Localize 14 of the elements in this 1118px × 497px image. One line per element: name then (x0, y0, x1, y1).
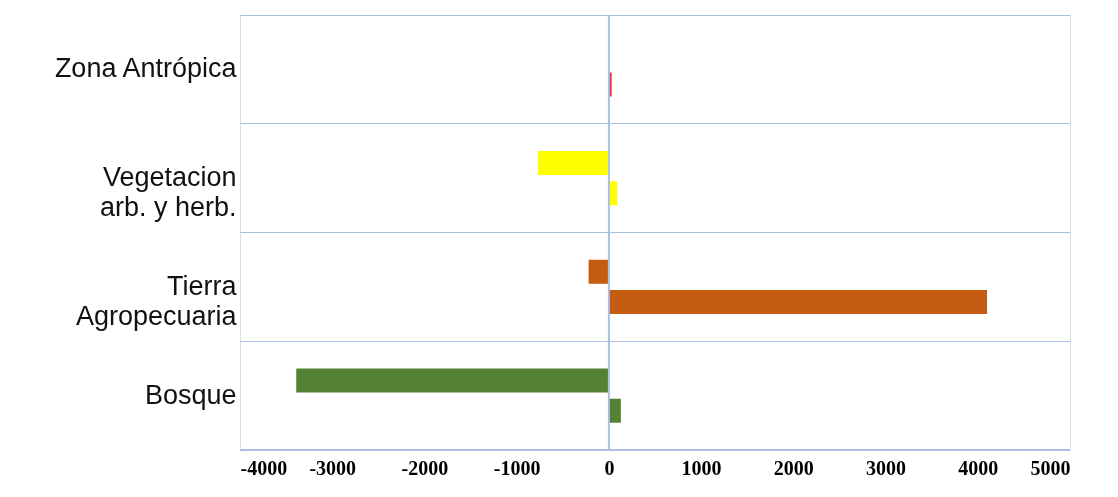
x-tick-label: 2000 (773, 456, 814, 479)
x-tick-label: 3000 (866, 456, 907, 479)
x-tick-label: -2000 (401, 456, 449, 479)
x-tick-label: 0 (604, 456, 615, 479)
x-tick-label: 4000 (958, 456, 999, 479)
x-tick-label: -4000 (240, 456, 288, 479)
y-tick-label: Tierra Agropecuaria (75, 270, 238, 331)
x-tick-label: -1000 (493, 456, 541, 479)
y-tick-label: Zona Antrópica (54, 53, 238, 84)
y-tick-label: Bosque (144, 379, 237, 410)
x-tick-label: 1000 (681, 456, 722, 479)
y-tick-label: Vegetacion arb. y herb. (99, 162, 237, 223)
x-tick-label: 5000 (1030, 456, 1071, 479)
x-tick-label: -3000 (309, 456, 357, 479)
